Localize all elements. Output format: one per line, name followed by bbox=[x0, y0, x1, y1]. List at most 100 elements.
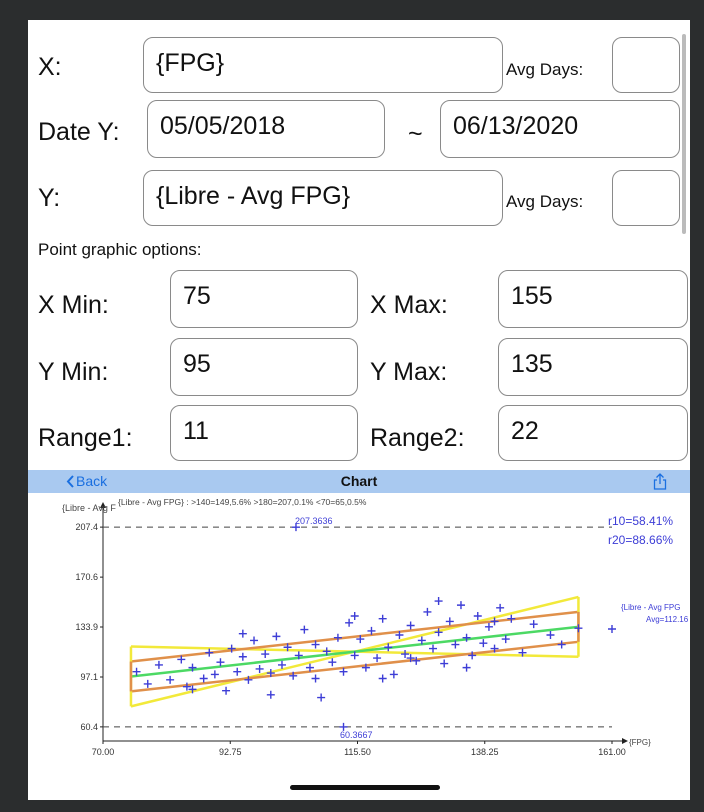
text-field[interactable] bbox=[612, 37, 680, 93]
point bbox=[205, 648, 214, 657]
back-button[interactable]: Back bbox=[76, 473, 108, 489]
point bbox=[272, 632, 281, 641]
point bbox=[244, 675, 253, 684]
y-axis-arrow bbox=[100, 502, 106, 508]
legend-label: Avg=112.16 bbox=[646, 615, 689, 624]
y-tick-label: 97.1 bbox=[80, 672, 98, 682]
nav-bar: Chart Back bbox=[28, 470, 690, 493]
text-field[interactable] bbox=[612, 170, 680, 226]
point bbox=[484, 622, 493, 631]
point bbox=[490, 644, 499, 653]
point bbox=[199, 674, 208, 683]
point bbox=[345, 618, 354, 627]
text-field[interactable]: 75 bbox=[170, 270, 358, 328]
y-tick-label: 170.6 bbox=[75, 572, 98, 582]
legend-label: {Libre - Avg FPG bbox=[621, 603, 680, 612]
date-field[interactable]: 06/13/2020 bbox=[440, 100, 680, 158]
point bbox=[518, 648, 527, 657]
point bbox=[361, 663, 370, 672]
point bbox=[378, 674, 387, 683]
label: Avg Days: bbox=[506, 192, 584, 211]
fit-line bbox=[130, 640, 579, 693]
label: Avg Days: bbox=[506, 60, 584, 79]
share-icon[interactable] bbox=[653, 473, 667, 490]
point bbox=[305, 663, 314, 672]
text-field[interactable]: {Libre - Avg FPG} bbox=[143, 170, 503, 226]
section-label: Point graphic options: bbox=[38, 240, 202, 259]
date-field[interactable]: 05/05/2018 bbox=[147, 100, 385, 158]
annotation: 60.3667 bbox=[340, 730, 373, 740]
point bbox=[473, 611, 482, 620]
chart-title: {Libre - Avg FPG} : >140=149,5.6% >180=2… bbox=[118, 497, 367, 507]
point bbox=[143, 679, 152, 688]
scrollbar bbox=[682, 34, 686, 234]
point bbox=[283, 643, 292, 652]
point bbox=[546, 631, 555, 640]
point bbox=[378, 614, 387, 623]
label: Y Min: bbox=[38, 358, 109, 386]
x-tick-label: 70.00 bbox=[92, 747, 115, 757]
point bbox=[289, 671, 298, 680]
point bbox=[417, 636, 426, 645]
label: X: bbox=[38, 53, 62, 81]
x-tick-label: 115.50 bbox=[344, 747, 371, 757]
point bbox=[440, 659, 449, 668]
x-tick-label: 161.00 bbox=[598, 747, 626, 757]
point bbox=[434, 597, 443, 606]
text-field[interactable]: {FPG} bbox=[143, 37, 503, 93]
point bbox=[317, 693, 326, 702]
point bbox=[507, 614, 516, 623]
back-chevron[interactable] bbox=[66, 475, 74, 488]
point bbox=[574, 624, 583, 633]
point bbox=[456, 601, 465, 610]
home-indicator bbox=[290, 785, 440, 790]
point bbox=[333, 633, 342, 642]
label: Y: bbox=[38, 184, 61, 212]
point bbox=[557, 640, 566, 649]
text-field[interactable]: 135 bbox=[498, 338, 688, 396]
point bbox=[177, 655, 186, 664]
point bbox=[350, 611, 359, 620]
point bbox=[406, 621, 415, 630]
point bbox=[412, 656, 421, 665]
y-tick-label: 60.4 bbox=[80, 722, 98, 732]
point bbox=[395, 631, 404, 640]
panel: X: {FPG} Avg Days: Date Y: 05/05/2018 ~ … bbox=[28, 20, 690, 800]
point bbox=[479, 639, 488, 648]
point bbox=[294, 651, 303, 660]
point bbox=[222, 686, 231, 695]
point bbox=[373, 654, 382, 663]
point bbox=[423, 607, 432, 616]
point bbox=[339, 667, 348, 676]
stat-label: r10=58.41% bbox=[608, 514, 673, 528]
text-field[interactable]: 11 bbox=[170, 405, 358, 461]
label: Y Max: bbox=[370, 358, 448, 386]
point bbox=[261, 650, 270, 659]
point bbox=[216, 658, 225, 667]
legend-marker bbox=[608, 625, 616, 633]
y-axis-label: {Libre - Avg F bbox=[62, 503, 116, 513]
point bbox=[462, 633, 471, 642]
point bbox=[490, 617, 499, 626]
point bbox=[384, 643, 393, 652]
point bbox=[401, 650, 410, 659]
point bbox=[154, 660, 163, 669]
point bbox=[429, 644, 438, 653]
label: Range1: bbox=[38, 424, 133, 452]
point bbox=[350, 651, 359, 660]
label: X Min: bbox=[38, 291, 109, 319]
point bbox=[451, 640, 460, 649]
annotation: 207.3636 bbox=[295, 516, 333, 526]
x-tick-label: 92.75 bbox=[219, 747, 242, 757]
x-axis-arrow bbox=[622, 738, 628, 744]
point bbox=[291, 523, 300, 532]
stat-label: r20=88.66% bbox=[608, 533, 673, 547]
text-field[interactable]: 22 bbox=[498, 405, 688, 461]
point bbox=[182, 682, 191, 691]
point bbox=[468, 651, 477, 660]
text-field[interactable]: 95 bbox=[170, 338, 358, 396]
point bbox=[227, 644, 236, 653]
point bbox=[434, 628, 443, 637]
text-field[interactable]: 155 bbox=[498, 270, 688, 328]
